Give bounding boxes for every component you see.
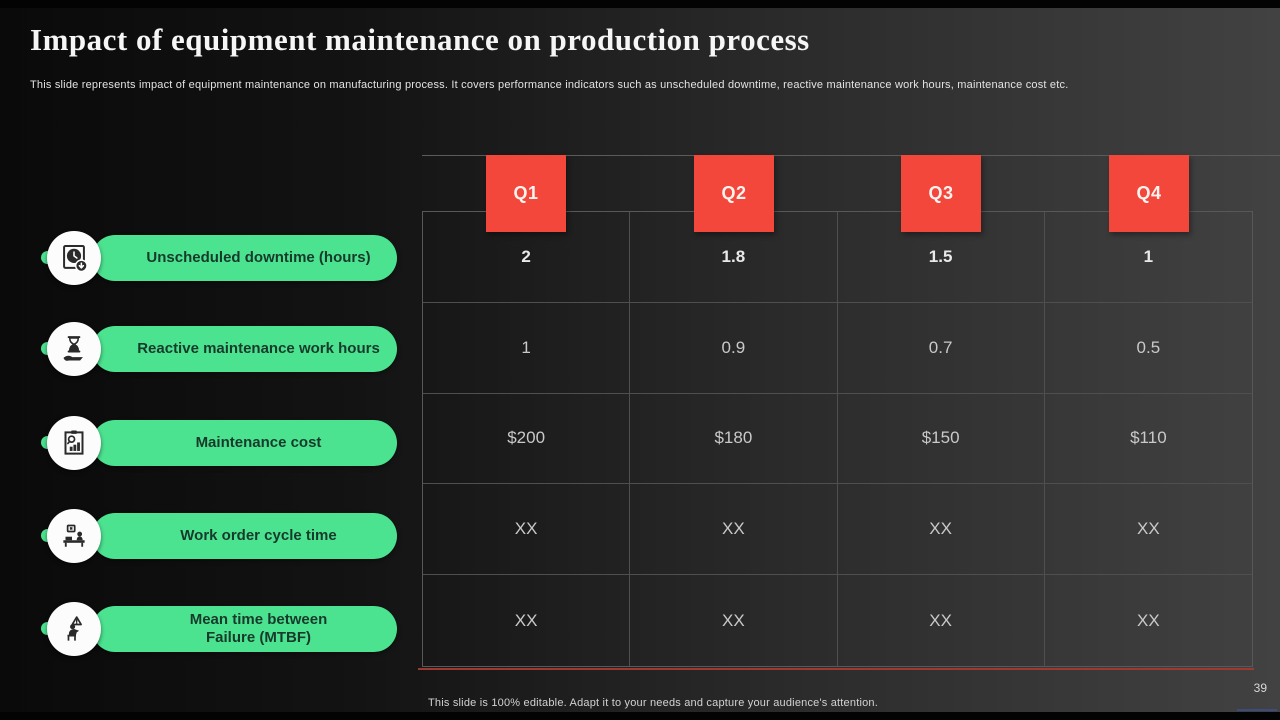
column-header-q2: Q2 [694, 155, 774, 232]
table-cell: $110 [1044, 394, 1252, 485]
table-cell: 0.9 [630, 302, 838, 394]
kpi-label: Mean time between Failure (MTBF) [189, 611, 328, 646]
top-letterbox-bar [0, 0, 1280, 8]
kpi-label: Work order cycle time [180, 527, 337, 544]
table-cell: XX [838, 575, 1045, 666]
bottom-letterbox-bar [0, 712, 1280, 720]
table-cell: XX [423, 484, 631, 576]
table-cell: XX [1137, 610, 1160, 630]
kpi-item-maintenance-cost: Maintenance cost [40, 416, 397, 470]
table-cell: XX [630, 575, 838, 666]
table-cell: 0.7 [837, 302, 1045, 394]
table-cell: XX [1044, 484, 1252, 576]
table-cell: 2 [423, 212, 631, 303]
table-cell: 1 [1044, 212, 1252, 303]
kpi-label: Unscheduled downtime (hours) [146, 249, 371, 266]
slide-title: Impact of equipment maintenance on produ… [30, 22, 810, 57]
page-number-underline [1237, 709, 1277, 711]
column-header-q1: Q1 [486, 155, 566, 232]
kpi-item-mtbf: Mean time between Failure (MTBF) [40, 602, 397, 656]
kpi-pill: Work order cycle time [92, 513, 397, 559]
work-desk-icon [47, 509, 101, 563]
kpi-pill: Maintenance cost [92, 420, 397, 466]
table-cell: XX [630, 484, 838, 576]
data-table: 2 1.8 1.5 1 1 0.9 0.7 0.5 $200 $180 $150… [422, 211, 1253, 667]
table-cell: 1.8 [630, 212, 838, 303]
page-number: 39 [1253, 681, 1267, 695]
table-cell: $150 [837, 393, 1045, 485]
table-cell: $180 [630, 393, 838, 485]
kpi-item-unscheduled-downtime: Unscheduled downtime (hours) [40, 231, 397, 285]
kpi-pill: Mean time between Failure (MTBF) [92, 606, 397, 652]
table-top-rule [422, 155, 1280, 156]
kpi-label: Reactive maintenance work hours [137, 340, 380, 357]
table-cell: $200 [423, 393, 631, 485]
failure-person-icon [47, 602, 101, 656]
footer-note: This slide is 100% editable. Adapt it to… [428, 697, 878, 709]
kpi-item-reactive-maintenance: Reactive maintenance work hours [40, 322, 397, 376]
table-cell: 0.5 [1044, 303, 1252, 394]
table-cell: XX [837, 484, 1045, 576]
kpi-label: Maintenance cost [195, 434, 322, 451]
downtime-clock-icon [47, 231, 101, 285]
table-bottom-red-rule [418, 668, 1254, 670]
table-cell: 1 [423, 302, 631, 394]
hourglass-hand-icon [47, 322, 101, 376]
kpi-pill: Unscheduled downtime (hours) [92, 235, 397, 281]
column-header-q3: Q3 [901, 155, 981, 232]
cost-analysis-icon [47, 416, 101, 470]
table-cell: XX [423, 575, 631, 666]
kpi-item-work-order-cycle: Work order cycle time [40, 509, 397, 563]
column-header-q4: Q4 [1109, 155, 1189, 232]
slide-subtitle: This slide represents impact of equipmen… [30, 79, 1069, 91]
kpi-pill: Reactive maintenance work hours [92, 326, 397, 372]
table-cell: 1.5 [837, 212, 1045, 303]
